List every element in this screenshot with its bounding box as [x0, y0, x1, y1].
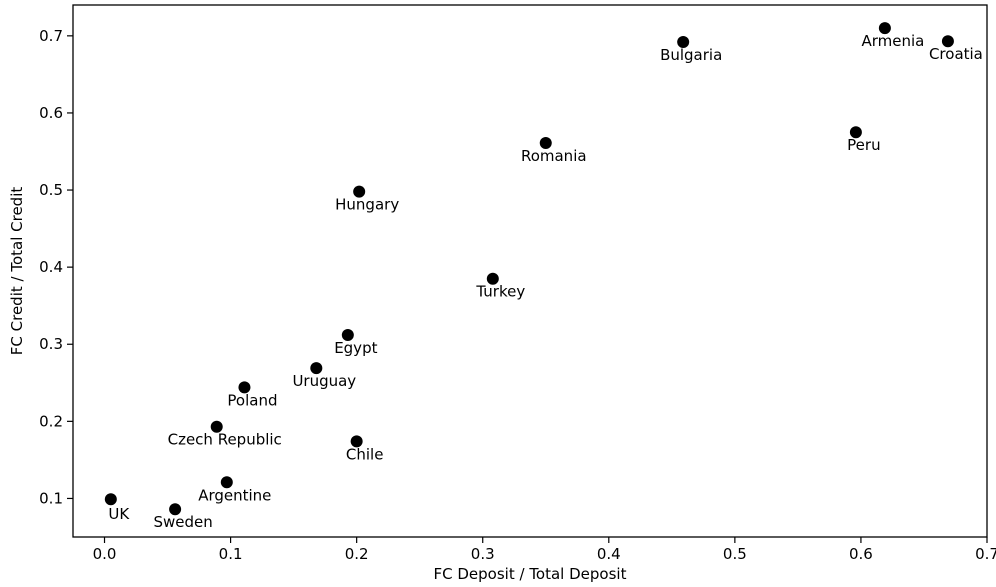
point-labels: UK Sweden Argentine Czech Republic Poland Uru… [108, 32, 982, 531]
data-point [210, 420, 223, 433]
data-point [878, 22, 891, 35]
data-point [169, 503, 182, 516]
y-tick-label: 0.6 [39, 104, 63, 122]
y-axis: 0.1 0.2 0.3 0.4 0.5 0.6 0.7 [39, 27, 73, 507]
point-label: Argentine [198, 486, 271, 504]
point-label: Hungary [335, 196, 399, 214]
x-axis-label: FC Deposit / Total Deposit [434, 565, 627, 583]
data-point [220, 476, 233, 489]
point-label: Uruguay [292, 372, 356, 390]
x-tick-label: 0.6 [849, 545, 873, 563]
data-point [353, 185, 366, 198]
y-tick-label: 0.7 [39, 27, 63, 45]
data-point [104, 493, 117, 506]
data-point [238, 381, 251, 394]
y-tick-label: 0.2 [39, 412, 63, 430]
x-tick-label: 0.1 [219, 545, 243, 563]
y-tick-label: 0.1 [39, 489, 63, 507]
point-label: Czech Republic [168, 431, 282, 449]
y-tick-label: 0.4 [39, 258, 63, 276]
data-point [341, 328, 354, 341]
data-point [539, 137, 552, 150]
x-tick-label: 0.3 [471, 545, 495, 563]
plot-frame [72, 4, 988, 538]
x-axis: 0.0 0.1 0.2 0.3 0.4 0.5 0.6 0.7 [93, 537, 996, 563]
x-tick-label: 0.0 [93, 545, 117, 563]
point-label: Peru [847, 136, 880, 154]
point-label: Romania [521, 147, 587, 165]
point-label: Bulgaria [660, 46, 722, 64]
point-label: UK [108, 505, 130, 523]
x-tick-label: 0.2 [345, 545, 369, 563]
point-label: Armenia [861, 32, 924, 50]
point-label: Poland [227, 391, 277, 409]
data-point [941, 35, 954, 48]
data-point [849, 126, 862, 139]
x-tick-label: 0.7 [975, 545, 996, 563]
data-point [486, 272, 499, 285]
point-label: Sweden [153, 513, 212, 531]
x-tick-label: 0.4 [597, 545, 621, 563]
y-tick-label: 0.3 [39, 335, 63, 353]
point-label: Croatia [929, 45, 983, 63]
y-axis-label: FC Credit / Total Credit [8, 187, 26, 356]
point-label: Egypt [334, 339, 377, 357]
data-point [350, 435, 363, 448]
data-points [104, 22, 954, 516]
y-tick-label: 0.5 [39, 181, 63, 199]
point-label: Chile [346, 445, 384, 463]
data-point [310, 362, 323, 375]
data-point [677, 36, 690, 49]
x-tick-label: 0.5 [723, 545, 747, 563]
point-label: Turkey [475, 283, 525, 301]
